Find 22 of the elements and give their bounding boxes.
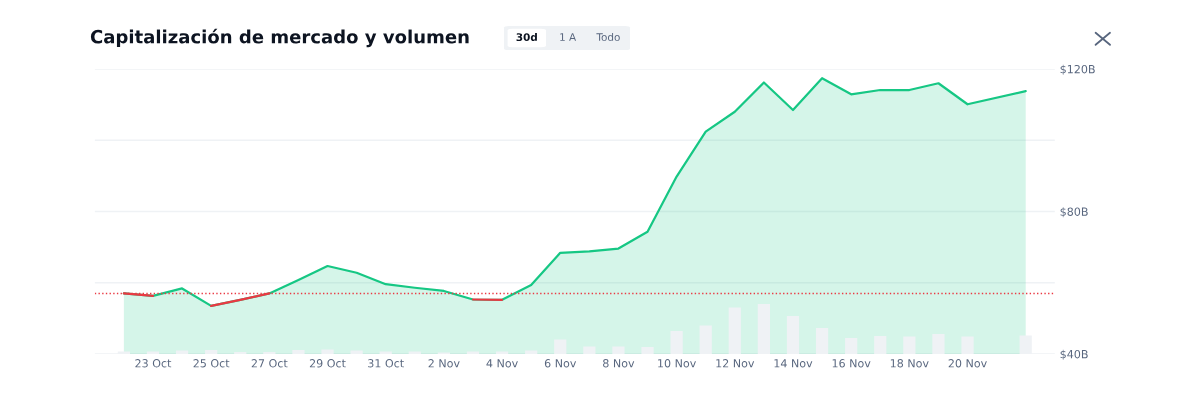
text: 1 A (560, 33, 577, 41)
x-tick-label: 25 Oct (193, 359, 230, 368)
x-tick-label: 8 Nov (603, 359, 635, 368)
y-tick-label: $40B (1060, 349, 1088, 360)
x-tick-label: 18 Nov (890, 359, 929, 368)
x-tick-label: 20 Nov (948, 359, 987, 368)
x-tick-label: 2 Nov (428, 359, 460, 368)
x-tick-label: 31 Oct (368, 359, 404, 368)
x-tick-label: 6 Nov (544, 359, 577, 368)
x-tick-label: 29 Oct (309, 359, 346, 368)
text: 30d (516, 32, 537, 42)
x-tick-label: 14 Nov (774, 359, 813, 368)
y-tick-label: $120B (1060, 64, 1095, 75)
y-tick-label: $80B (1060, 207, 1088, 218)
chart-title: Capitalización de mercado y volumen (90, 28, 469, 48)
x-tick-label: 23 Oct (135, 359, 172, 368)
x-tick-label: 27 Oct (251, 359, 288, 368)
x-tick-label: 16 Nov (832, 359, 871, 368)
text: Todo (596, 32, 620, 42)
x-tick-label: 10 Nov (658, 359, 696, 368)
x-tick-label: 12 Nov (716, 359, 755, 368)
x-tick-label: 4 Nov (486, 359, 518, 368)
